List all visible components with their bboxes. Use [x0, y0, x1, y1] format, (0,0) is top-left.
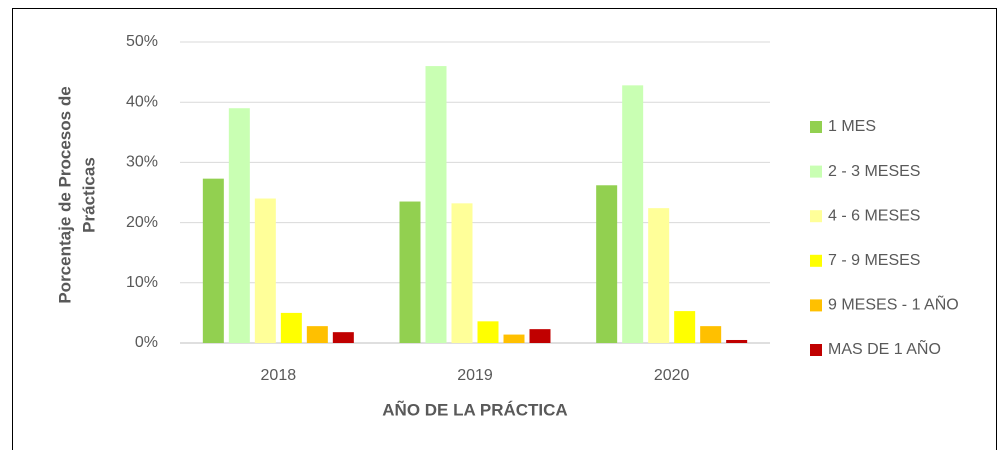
bar [280, 312, 302, 343]
legend-label: 9 MESES - 1 AÑO [828, 294, 959, 314]
legend-label: 2 - 3 MESES [828, 163, 920, 180]
y-tick-label: 10% [126, 274, 158, 291]
legend-swatch [810, 344, 822, 356]
bar [425, 66, 447, 343]
bar [306, 326, 328, 343]
x-tick-label: 2019 [457, 367, 493, 384]
x-tick-label: 2020 [654, 367, 690, 384]
y-tick-label: 30% [126, 154, 158, 171]
legend-label: 7 - 9 MESES [828, 252, 920, 269]
bar [529, 329, 551, 343]
legend-swatch [810, 299, 822, 312]
legend-label: MAS DE 1 AÑO [828, 338, 941, 358]
legend-swatch [810, 121, 822, 133]
x-tick-label: 2018 [261, 367, 297, 384]
bar [451, 203, 473, 343]
bar [399, 201, 421, 343]
chart-frame [12, 8, 997, 450]
y-axis-label: Porcentaje de Procesos de [55, 86, 74, 303]
bar [228, 108, 250, 343]
legend-swatch [810, 165, 822, 178]
bar [477, 321, 499, 343]
bar [596, 185, 618, 343]
y-tick-label: 40% [126, 93, 158, 110]
legend-label: 4 - 6 MESES [828, 207, 920, 224]
bar [254, 198, 276, 343]
bar [332, 332, 354, 343]
legend-swatch [810, 210, 822, 223]
y-tick-label: 50% [126, 33, 158, 50]
bar [503, 334, 525, 343]
y-tick-label: 0% [135, 334, 158, 351]
y-tick-label: 20% [126, 214, 158, 231]
bar [700, 326, 722, 343]
y-axis-label-group: Porcentaje de Procesos de Prácticas [55, 86, 98, 303]
bar [674, 311, 696, 343]
bar [202, 178, 224, 343]
legend-label: 1 MES [828, 118, 876, 135]
bar [622, 85, 644, 344]
legend-swatch [810, 254, 822, 267]
bar [648, 208, 670, 343]
y-axis-label: Prácticas [79, 157, 98, 233]
bar [726, 339, 748, 343]
x-axis-label: AÑO DE LA PRÁCTICA [382, 399, 567, 419]
